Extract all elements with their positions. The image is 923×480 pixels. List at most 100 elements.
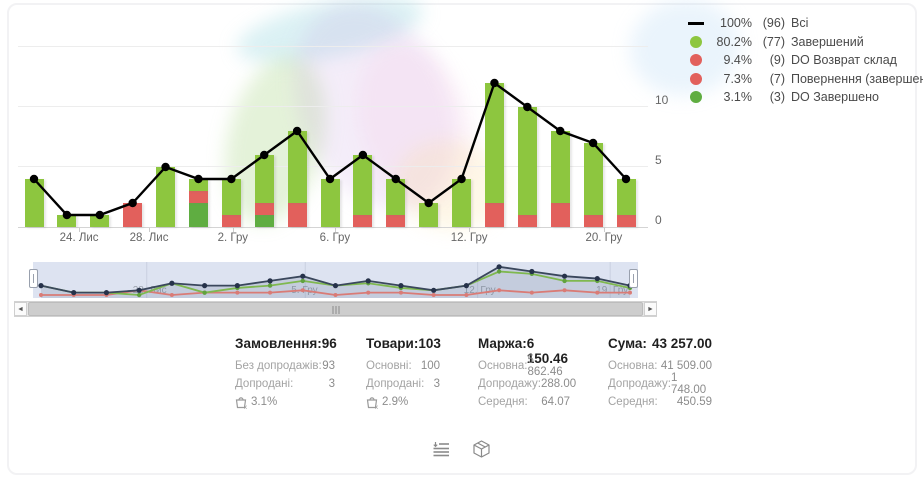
legend-item[interactable]: 9.4% (9) DO Возврат склад	[688, 51, 923, 70]
line-point[interactable]	[128, 198, 137, 208]
x-tick-label: 6. Гру	[319, 232, 351, 244]
stat-row-label: Допродані:	[366, 378, 425, 390]
bar-segment-zavershenyi[interactable]	[419, 203, 439, 227]
line-point[interactable]	[424, 198, 433, 208]
stacked-bar[interactable]	[320, 179, 340, 227]
line-point[interactable]	[556, 126, 565, 136]
legend-item[interactable]: 3.1% (3) DO Завершено	[688, 88, 923, 107]
bar-segment-zavershenyi[interactable]	[90, 215, 110, 227]
scrollbar-right-arrow-icon[interactable]: ►	[644, 302, 657, 316]
svg-text:x: x	[375, 405, 378, 409]
stat-row: Допродані: 3	[366, 375, 440, 393]
bar-segment-zavershenyi[interactable]	[57, 215, 77, 227]
bar-segment-zavershenyi[interactable]	[484, 83, 504, 203]
bar-segment-zavershenyi[interactable]	[320, 179, 340, 227]
gridline	[18, 106, 648, 107]
stacked-bar[interactable]	[484, 83, 504, 227]
stacked-bar[interactable]	[57, 215, 77, 227]
line-point[interactable]	[260, 150, 269, 160]
navigator-left-handle[interactable]	[29, 269, 38, 288]
scrollbar-thumb[interactable]	[28, 302, 643, 316]
legend-count: (9)	[769, 53, 785, 68]
legend-item[interactable]: 100% (96) Всі	[688, 14, 923, 33]
bar-segment-zavershenyi[interactable]	[287, 131, 307, 203]
x-tick	[334, 227, 336, 232]
stacked-bar[interactable]	[583, 143, 603, 227]
line-point[interactable]	[227, 174, 236, 184]
stacked-bar[interactable]	[90, 215, 110, 227]
bar-segment-returns[interactable]	[386, 215, 406, 227]
bar-segment-zavershenyi[interactable]	[517, 107, 537, 215]
legend-dot-marker-icon	[688, 35, 710, 48]
bar-segment-do_zaversheno[interactable]	[188, 203, 208, 227]
line-point[interactable]	[391, 174, 400, 184]
line-point[interactable]	[29, 174, 39, 184]
legend-count: (3)	[769, 90, 785, 105]
line-point[interactable]	[161, 162, 170, 172]
bar-segment-returns[interactable]	[254, 203, 274, 215]
stacked-bar[interactable]	[188, 179, 208, 227]
list-view-button[interactable]	[431, 438, 453, 460]
bar-segment-returns[interactable]	[353, 215, 373, 227]
legend-label: Всі	[791, 16, 809, 31]
scrollbar-left-arrow-icon[interactable]: ◄	[14, 302, 27, 316]
line-point[interactable]	[292, 126, 302, 136]
bar-segment-do_zaversheno[interactable]	[254, 215, 274, 227]
stacked-bar[interactable]	[550, 131, 570, 227]
line-point[interactable]	[325, 174, 335, 184]
bar-segment-returns[interactable]	[583, 215, 603, 227]
line-point[interactable]	[588, 138, 598, 148]
upsell-rate: x 2.9%	[366, 393, 440, 411]
bar-segment-zavershenyi[interactable]	[254, 155, 274, 203]
bar-segment-zavershenyi[interactable]	[353, 155, 373, 215]
line-point[interactable]	[95, 210, 104, 220]
legend-item[interactable]: 7.3% (7) Повернення (завершений)	[688, 70, 923, 89]
line-point[interactable]	[358, 150, 368, 160]
products-view-button[interactable]	[471, 438, 493, 460]
line-point[interactable]	[523, 102, 532, 112]
line-point[interactable]	[457, 174, 466, 184]
x-tick-label: 28. Лис	[129, 232, 169, 244]
stacked-bar[interactable]	[123, 203, 143, 227]
bar-segment-returns[interactable]	[484, 203, 504, 227]
bar-segment-zavershenyi[interactable]	[24, 179, 44, 227]
bar-segment-returns[interactable]	[123, 203, 143, 227]
bar-segment-returns[interactable]	[188, 191, 208, 203]
stacked-bar[interactable]	[353, 155, 373, 227]
bar-segment-returns[interactable]	[221, 215, 241, 227]
stat-row-value: 64.07	[541, 396, 570, 408]
stacked-bar[interactable]	[452, 179, 472, 227]
stacked-bar[interactable]	[24, 179, 44, 227]
horizontal-scrollbar[interactable]: ◄ ►	[14, 301, 657, 317]
bar-segment-zavershenyi[interactable]	[188, 179, 208, 191]
bar-segment-zavershenyi[interactable]	[221, 179, 241, 215]
bar-segment-zavershenyi[interactable]	[452, 179, 472, 227]
bar-segment-zavershenyi[interactable]	[616, 179, 636, 215]
bar-segment-zavershenyi[interactable]	[550, 131, 570, 203]
stat-row-value: 41 509.00	[660, 360, 712, 372]
legend-item[interactable]: 80.2% (77) Завершений	[688, 33, 923, 52]
x-tick	[149, 227, 151, 232]
line-point[interactable]	[621, 174, 631, 184]
line-point[interactable]	[490, 78, 499, 88]
stacked-bar[interactable]	[386, 179, 406, 227]
stacked-bar[interactable]	[287, 131, 307, 227]
stacked-bar[interactable]	[254, 155, 274, 227]
stacked-bar[interactable]	[156, 167, 176, 227]
bar-segment-returns[interactable]	[287, 203, 307, 227]
line-point[interactable]	[62, 210, 72, 220]
stacked-bar[interactable]	[517, 107, 537, 227]
stacked-bar[interactable]	[419, 203, 439, 227]
stacked-bar[interactable]	[616, 179, 636, 227]
bar-segment-zavershenyi[interactable]	[583, 143, 603, 215]
bar-segment-zavershenyi[interactable]	[386, 179, 406, 215]
stat-row: Основна: 5 862.46	[478, 354, 570, 378]
bar-segment-returns[interactable]	[616, 215, 636, 227]
bar-segment-zavershenyi[interactable]	[156, 167, 176, 227]
stacked-bar[interactable]	[221, 179, 241, 227]
bar-segment-returns[interactable]	[517, 215, 537, 227]
line-point[interactable]	[194, 174, 203, 184]
navigator-right-handle[interactable]	[629, 269, 638, 288]
bar-segment-returns[interactable]	[550, 203, 570, 227]
